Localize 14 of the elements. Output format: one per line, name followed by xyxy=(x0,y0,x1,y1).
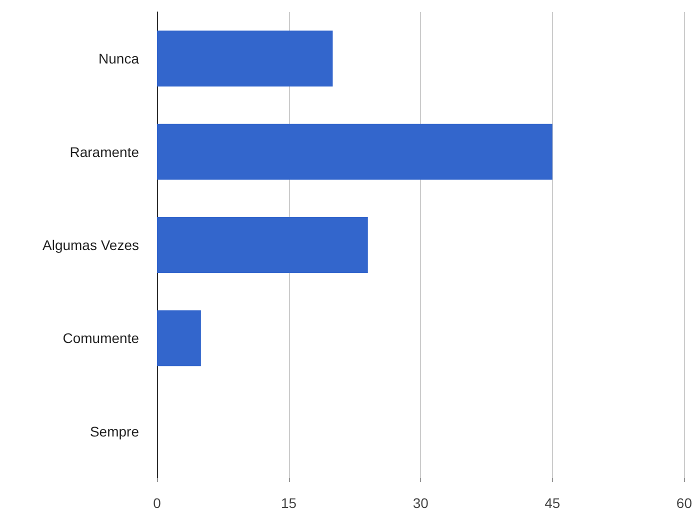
y-tick-label: Raramente xyxy=(70,144,140,160)
x-tick-label: 15 xyxy=(281,495,297,510)
x-tick-label: 60 xyxy=(676,495,692,510)
bar xyxy=(157,217,368,273)
y-tick-label: Algumas Vezes xyxy=(42,237,139,253)
bar xyxy=(157,30,333,87)
y-tick-label: Sempre xyxy=(90,423,140,440)
bar xyxy=(157,310,201,366)
x-tick-label: 30 xyxy=(412,495,429,510)
y-tick-label: Nunca xyxy=(98,50,140,67)
bar xyxy=(157,124,552,180)
x-tick-label: 0 xyxy=(153,495,162,510)
x-tick-label: 45 xyxy=(544,495,560,510)
y-tick-label: Comumente xyxy=(62,330,140,346)
